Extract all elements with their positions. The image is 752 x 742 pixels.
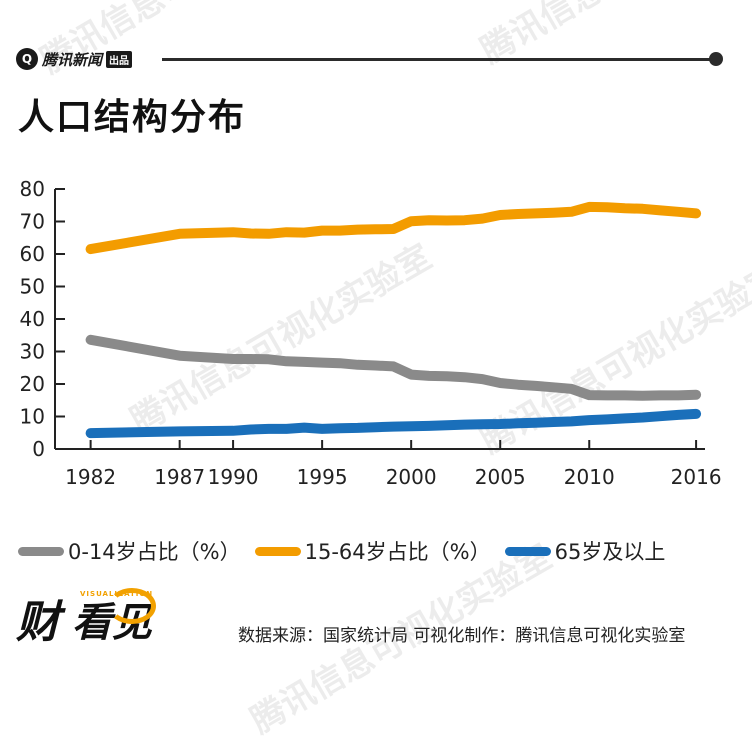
legend-label: 0-14岁占比（%）: [68, 540, 241, 564]
y-tick-label: 70: [20, 210, 45, 234]
header-divider: [162, 58, 714, 61]
legend-swatch: [18, 546, 64, 556]
legend-item-3: 65岁及以上: [504, 536, 666, 566]
y-tick-label: 50: [20, 275, 45, 299]
footer-logo-ring-icon: [108, 588, 156, 624]
legend-item-2: 15-64岁占比（%）: [254, 536, 491, 566]
legend-label: 15-64岁占比（%）: [304, 540, 491, 564]
footer-logo-cai: 财: [16, 597, 60, 648]
brand-name: 腾讯新闻: [42, 50, 103, 69]
y-tick-label: 40: [20, 307, 45, 331]
page-title: 人口结构分布: [18, 97, 247, 138]
y-tick-label: 80: [20, 177, 45, 201]
brand-logo-icon: Q: [16, 48, 38, 70]
x-tick-label: 2000: [386, 465, 437, 489]
y-tick-label: 20: [20, 372, 45, 396]
y-tick-label: 60: [20, 242, 45, 266]
x-tick-label: 1982: [65, 465, 116, 489]
series-line-1: [85, 334, 702, 401]
x-tick-label: 2016: [671, 465, 722, 489]
x-tick-label: 1990: [208, 465, 259, 489]
chart-legend: 0-14岁占比（%） 15-64岁占比（%） 65岁及以上: [18, 534, 748, 568]
footer-logo-tag: VISUALIZATION: [80, 590, 154, 598]
brand-tag: 出品: [106, 50, 133, 68]
source-text: 数据来源：国家统计局 可视化制作：腾讯信息可视化实验室: [238, 626, 686, 646]
header-divider-dot: [709, 52, 723, 66]
x-tick-label: 1987: [154, 465, 205, 489]
legend-item-1: 0-14岁占比（%）: [18, 536, 241, 566]
footer-logo: 财 看见 VISUALIZATION: [16, 586, 166, 656]
line-chart: 0 10 20 30 40 50 60 70 80 1982 1987 1990 1995 2000 200…: [20, 177, 722, 489]
x-tick-label: 1995: [297, 465, 348, 489]
x-tick-label: 2005: [475, 465, 526, 489]
y-tick-label: 30: [20, 340, 45, 364]
y-tick-label: 10: [20, 405, 45, 429]
series-line-3: [85, 408, 702, 439]
brand-header: Q 腾讯新闻 出品: [16, 44, 133, 74]
y-tick-label: 0: [32, 437, 45, 461]
legend-swatch: [504, 546, 551, 556]
x-tick-label: 2010: [564, 465, 615, 489]
legend-swatch: [254, 546, 301, 556]
legend-label: 65岁及以上: [554, 540, 666, 564]
series-line-2: [85, 201, 702, 255]
